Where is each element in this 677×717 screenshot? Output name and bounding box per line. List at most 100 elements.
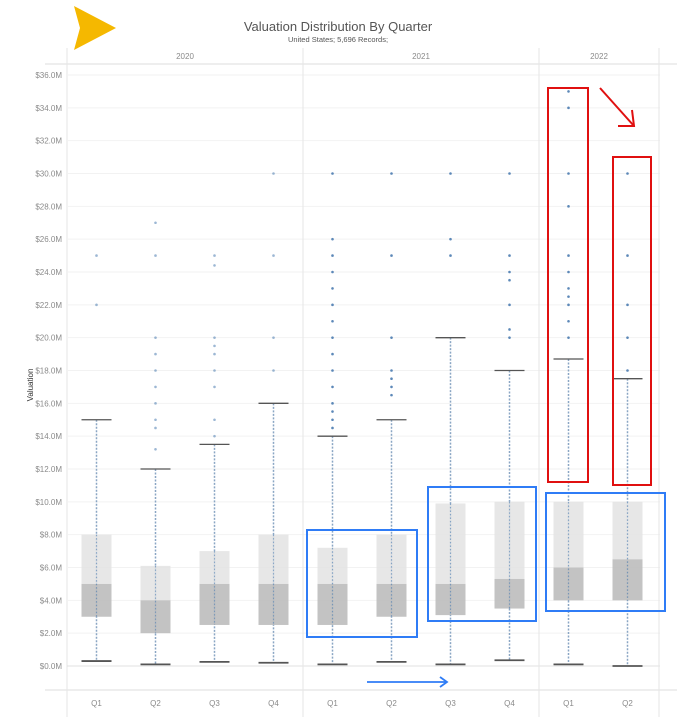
y-tick-label: $12.0M: [35, 465, 62, 474]
outlier-point: [390, 336, 393, 339]
x-tick-label: Q4: [268, 699, 279, 708]
outlier-point: [154, 352, 157, 356]
outlier-point: [154, 426, 157, 430]
outlier-point: [331, 237, 334, 241]
outlier-point: [449, 254, 452, 257]
outlier-point: [154, 221, 157, 225]
outlier-point: [567, 90, 570, 93]
x-tick-label: Q4: [504, 699, 515, 708]
outlier-point: [154, 448, 157, 451]
y-axis-label: Valuation: [26, 369, 35, 402]
outlier-point: [95, 254, 98, 257]
outlier-point: [390, 254, 393, 257]
y-tick-label: $18.0M: [35, 367, 62, 376]
outlier-point: [331, 426, 334, 430]
y-tick-label: $24.0M: [35, 268, 62, 277]
outlier-point: [626, 172, 629, 175]
outlier-point: [331, 418, 334, 422]
outlier-point: [331, 303, 334, 307]
y-tick-label: $0.0M: [40, 662, 63, 671]
annotation-red-box-2022-q2: [612, 156, 652, 486]
box-upper-half: [435, 503, 466, 584]
year-header-2021: 2021: [412, 52, 430, 61]
outlier-point: [331, 336, 334, 339]
box-2021-Q1: [317, 172, 348, 666]
x-tick-label: Q2: [150, 699, 161, 708]
y-tick-label: $30.0M: [35, 170, 62, 179]
outlier-point: [626, 369, 629, 372]
outlier-point: [626, 336, 629, 339]
y-tick-label: $34.0M: [35, 104, 62, 113]
outlier-point: [508, 336, 511, 339]
outlier-point: [567, 319, 570, 323]
outlier-point: [213, 254, 216, 257]
outlier-point: [331, 402, 334, 405]
box-2021-Q3: [435, 172, 466, 666]
outlier-point: [508, 172, 511, 175]
outlier-point: [449, 237, 452, 241]
outlier-point: [449, 172, 452, 175]
outlier-point: [213, 418, 216, 422]
outlier-point: [331, 270, 334, 274]
y-tick-label: $10.0M: [35, 498, 62, 507]
x-tick-label: Q1: [327, 699, 338, 708]
box-2020-Q3: [199, 254, 230, 663]
outlier-point: [567, 254, 570, 257]
box-2020-Q1: [81, 254, 112, 662]
y-tick-label: $4.0M: [40, 596, 63, 605]
outlier-point: [95, 303, 98, 307]
outlier-point: [154, 369, 157, 372]
outlier-point: [331, 369, 334, 372]
box-2020-Q2: [140, 221, 171, 666]
box-2021-Q2: [376, 172, 407, 663]
x-tick-label: Q2: [386, 699, 397, 708]
annotation-red-arrow: [599, 87, 636, 127]
outlier-point: [567, 172, 570, 175]
outlier-point: [331, 254, 334, 257]
outlier-point: [272, 254, 275, 257]
outlier-point: [626, 254, 629, 257]
box-upper-half: [199, 551, 230, 584]
chart-title: Valuation Distribution By Quarter: [244, 19, 433, 34]
outlier-point: [154, 336, 157, 339]
x-tick-label: Q3: [445, 699, 456, 708]
outlier-point: [213, 264, 216, 267]
outlier-point: [567, 303, 570, 307]
annotation-red-box-2022-q1: [547, 87, 589, 483]
box-lower-half: [81, 583, 112, 617]
outlier-point: [390, 369, 393, 372]
outlier-point: [213, 336, 216, 339]
annotation-blue-box-2021-q1q2: [306, 529, 418, 638]
outlier-point: [331, 287, 334, 290]
outlier-point: [390, 385, 393, 389]
x-tick-label: Q2: [622, 699, 633, 708]
box-2022-Q2: [612, 172, 643, 667]
outlier-point: [213, 369, 216, 372]
outlier-point: [213, 344, 216, 348]
y-tick-label: $20.0M: [35, 334, 62, 343]
y-tick-label: $16.0M: [35, 399, 62, 408]
outlier-point: [331, 172, 334, 175]
box-2022-Q1: [553, 90, 584, 666]
outlier-point: [390, 393, 393, 397]
outlier-point: [508, 278, 511, 282]
outlier-point: [272, 336, 275, 339]
outlier-point: [508, 303, 511, 307]
outlier-point: [390, 377, 393, 381]
outlier-point: [272, 172, 275, 175]
y-tick-label: $6.0M: [40, 564, 63, 573]
outlier-point: [331, 385, 334, 389]
outlier-point: [154, 418, 157, 422]
outlier-point: [213, 434, 216, 438]
outlier-point: [331, 352, 334, 356]
annotation-blue-arrow: [367, 676, 449, 688]
outlier-point: [567, 270, 570, 274]
outlier-point: [154, 402, 157, 405]
outlier-point: [272, 369, 275, 372]
outlier-point: [508, 270, 511, 274]
outlier-point: [508, 254, 511, 257]
outlier-point: [213, 352, 216, 356]
annotation-blue-box-2021-q3q4: [427, 486, 537, 622]
box-2021-Q4: [494, 172, 525, 662]
